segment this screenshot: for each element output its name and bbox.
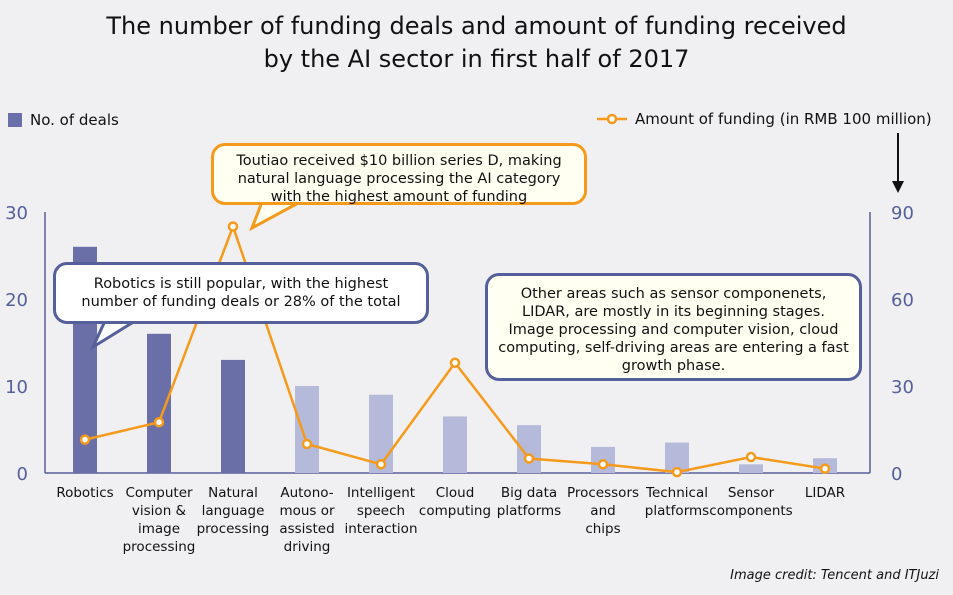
category-label: platforms [645, 503, 709, 519]
chart-title: The number of funding deals and amount o… [0, 10, 953, 76]
bar-deals [221, 359, 245, 473]
funding-point [79, 434, 91, 445]
category-label: driving [284, 539, 331, 555]
category-label: Computer [125, 485, 193, 501]
funding-point [819, 463, 831, 474]
left-tick-label: 20 [5, 290, 28, 311]
category-label: processing [123, 539, 196, 555]
callout-other-areas: Other areas such as sensor componenets, … [485, 273, 862, 381]
arrow-down-icon [892, 181, 904, 193]
bar-deals [739, 464, 763, 473]
category-label: mous or [279, 503, 335, 519]
funding-point [597, 459, 609, 470]
legend-deals-label: No. of deals [30, 111, 119, 129]
category-label: Intelligent [347, 485, 415, 501]
funding-point [153, 417, 165, 428]
category-label: vision & [132, 503, 187, 519]
legend-line-swatch [597, 113, 627, 125]
category-label: processing [197, 521, 270, 537]
title-line-1: The number of funding deals and amount o… [106, 12, 847, 40]
category-label: assisted [279, 521, 334, 537]
category-label: Big data [501, 485, 557, 501]
category-label: chips [585, 521, 620, 537]
callout-tail-robotics [89, 319, 136, 351]
category-label: LIDAR [805, 485, 845, 501]
right-tick-label: 0 [891, 464, 902, 485]
legend-bar-swatch [8, 113, 22, 127]
funding-point [449, 357, 461, 369]
category-label: image [138, 521, 180, 537]
left-tick-label: 10 [5, 377, 28, 398]
category-label: Natural [208, 485, 258, 501]
category-label: speech [357, 503, 405, 519]
right-tick-label: 30 [891, 377, 914, 398]
funding-point [745, 451, 757, 463]
title-line-2: by the AI sector in first half of 2017 [263, 45, 690, 73]
category-label: components [709, 503, 792, 519]
callout-toutiao: Toutiao received $10 billion series D, m… [211, 143, 587, 205]
funding-point [671, 466, 683, 478]
category-label: computing [419, 503, 491, 519]
category-label: Autono- [280, 485, 333, 501]
bar-deals [443, 416, 467, 473]
funding-point [227, 221, 239, 232]
callout-robotics: Robotics is still popular, with the high… [53, 262, 429, 324]
category-label: platforms [497, 503, 561, 519]
category-label: Processors [567, 485, 639, 501]
legend-deals: No. of deals [8, 111, 119, 129]
category-label: Robotics [56, 485, 113, 501]
right-tick-label: 60 [891, 290, 914, 311]
category-label: and [590, 503, 615, 519]
left-tick-label: 0 [17, 464, 28, 485]
bar-deals [295, 386, 319, 473]
category-label: Technical [645, 485, 708, 501]
funding-point [375, 459, 387, 470]
left-tick-label: 30 [5, 203, 28, 224]
right-tick-label: 90 [891, 203, 914, 224]
category-label: Cloud [436, 485, 475, 501]
funding-point [523, 453, 535, 464]
category-label: interaction [344, 521, 417, 537]
callout-tail-toutiao [249, 200, 301, 232]
legend-funding: Amount of funding (in RMB 100 million) [597, 110, 932, 128]
funding-point [301, 438, 313, 450]
category-label: language [202, 503, 265, 519]
image-credit: Image credit: Tencent and ITJuzi [730, 568, 939, 583]
legend-funding-label: Amount of funding (in RMB 100 million) [635, 110, 932, 128]
category-label: Sensor [728, 485, 775, 501]
